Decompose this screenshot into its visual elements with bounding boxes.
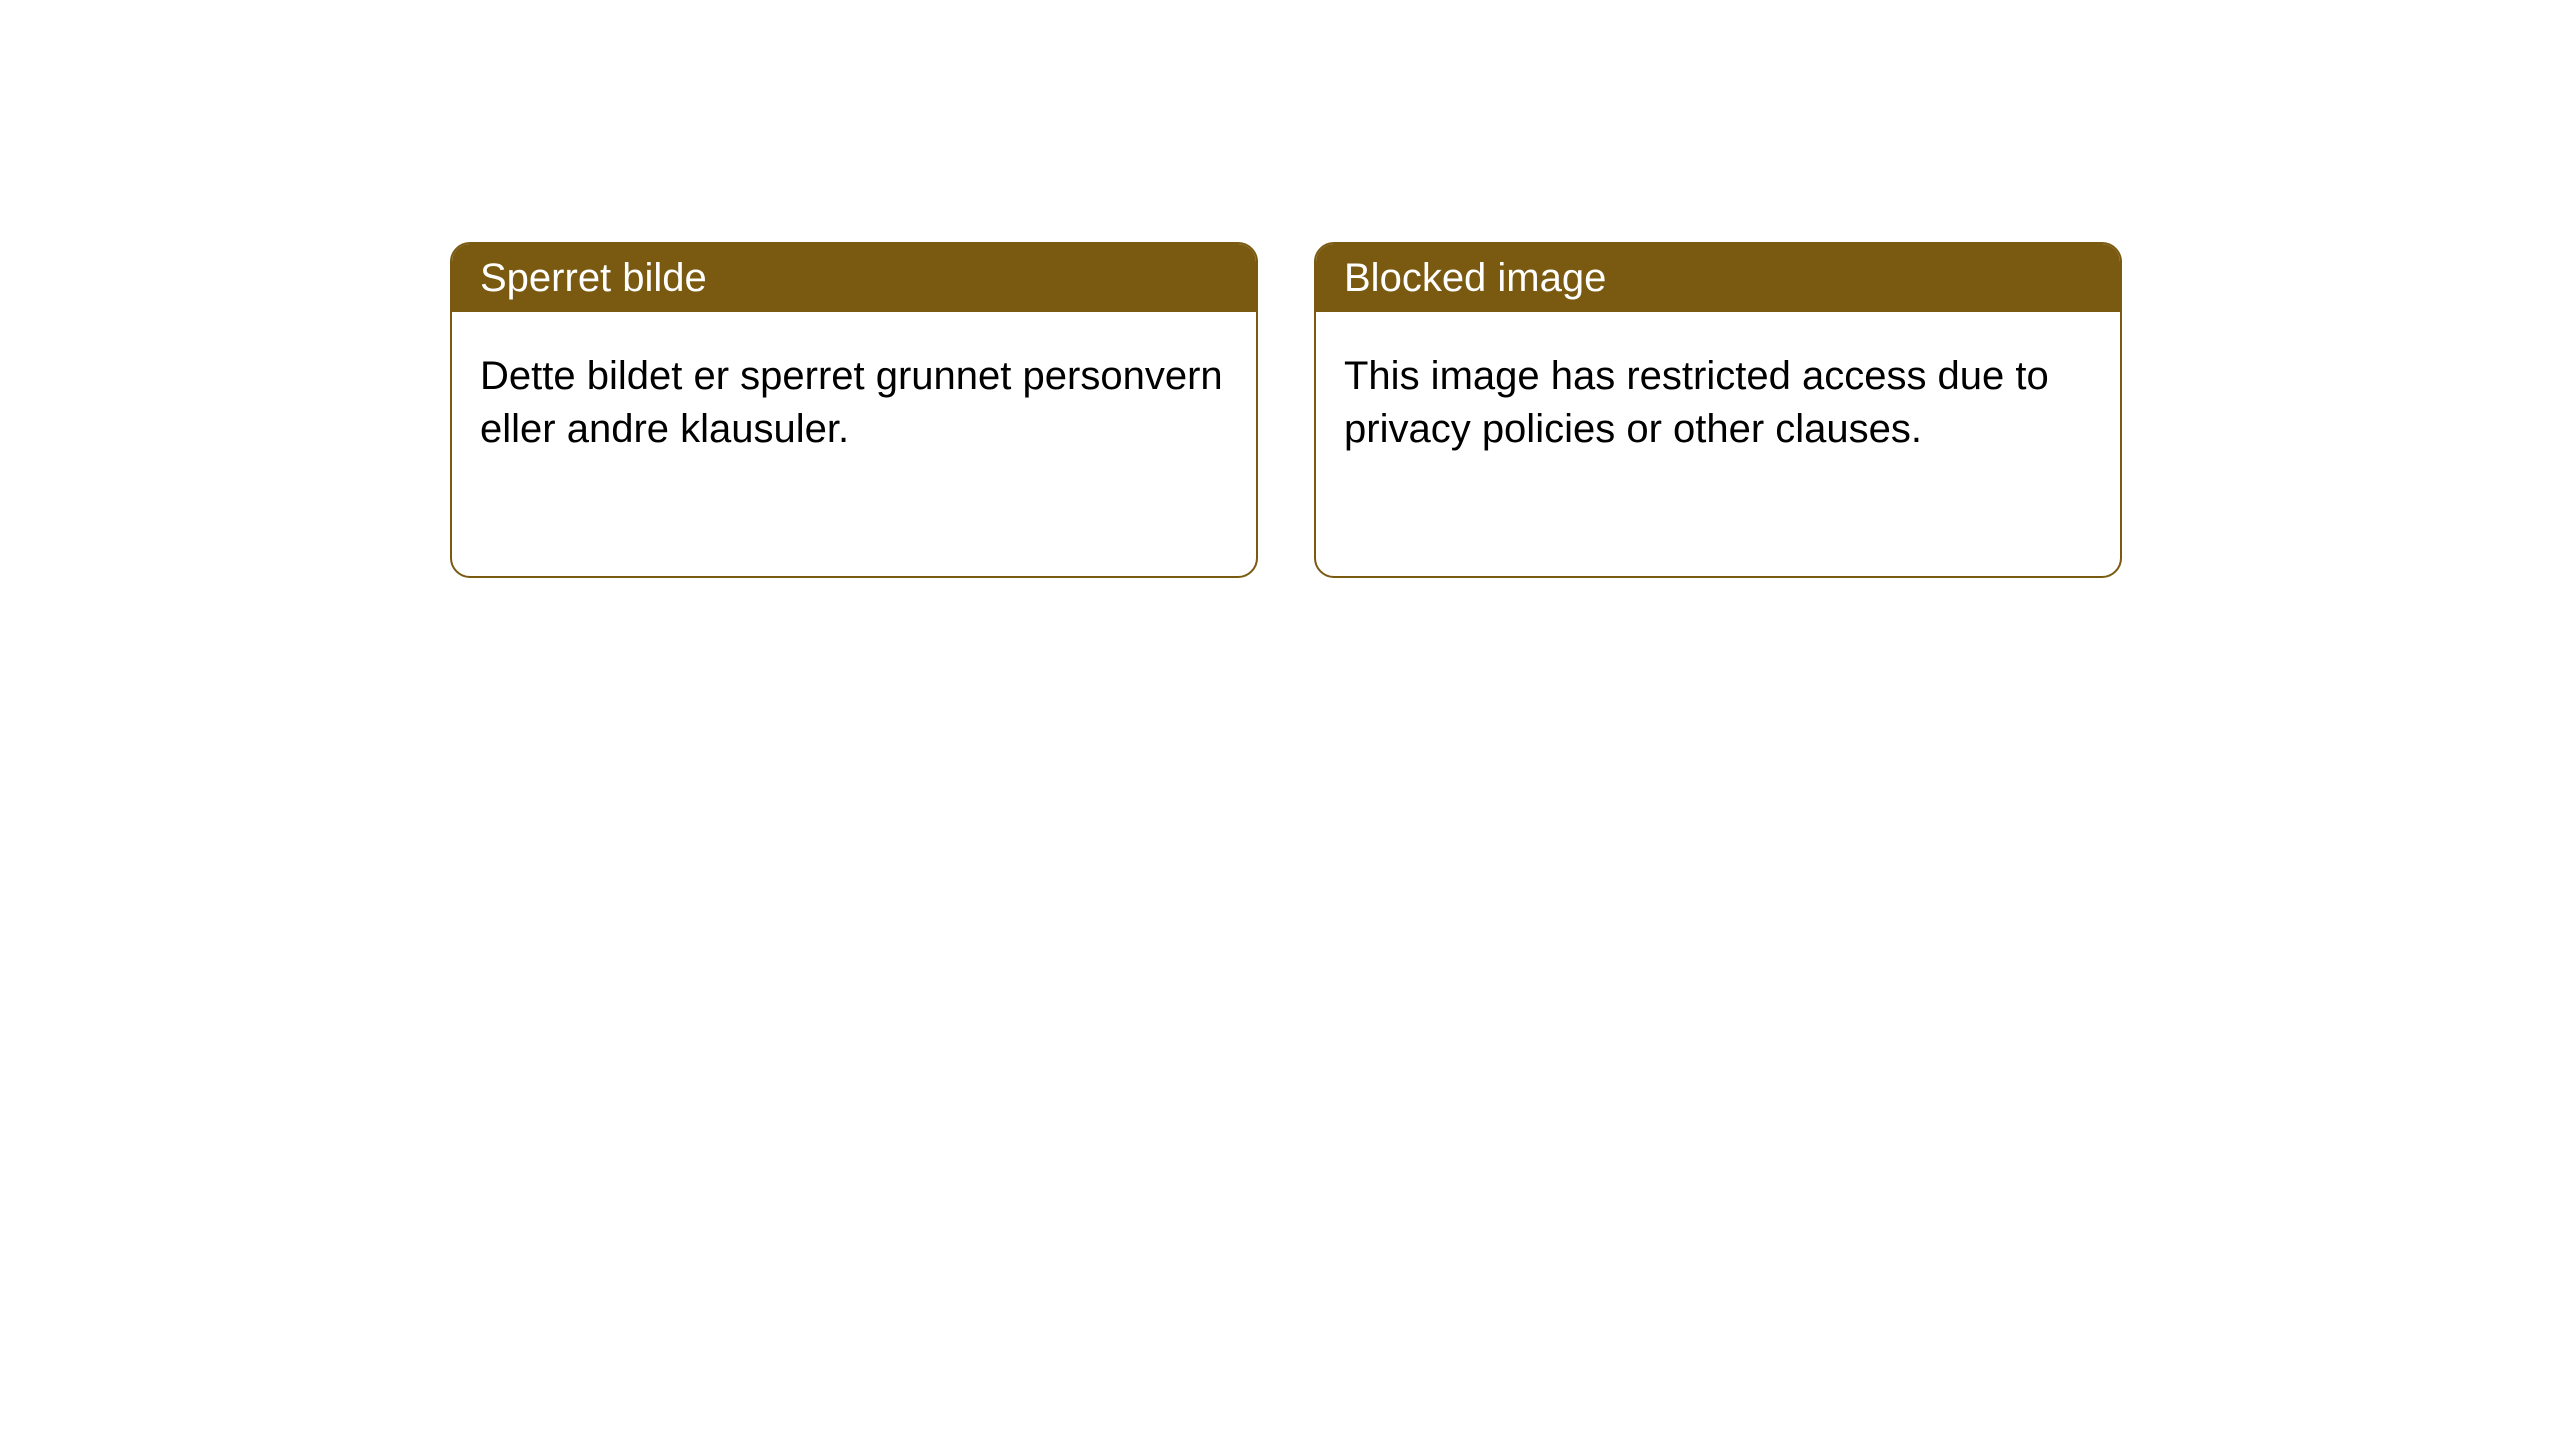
card-body-text-en: This image has restricted access due to … [1344,354,2049,451]
card-header-no: Sperret bilde [452,244,1256,312]
cards-container: Sperret bilde Dette bildet er sperret gr… [0,0,2560,578]
card-body-text-no: Dette bildet er sperret grunnet personve… [480,354,1223,451]
card-body-no: Dette bildet er sperret grunnet personve… [452,312,1256,494]
card-title-en: Blocked image [1344,256,1606,300]
blocked-image-card-en: Blocked image This image has restricted … [1314,242,2122,578]
blocked-image-card-no: Sperret bilde Dette bildet er sperret gr… [450,242,1258,578]
card-title-no: Sperret bilde [480,256,707,300]
card-body-en: This image has restricted access due to … [1316,312,2120,494]
card-header-en: Blocked image [1316,244,2120,312]
